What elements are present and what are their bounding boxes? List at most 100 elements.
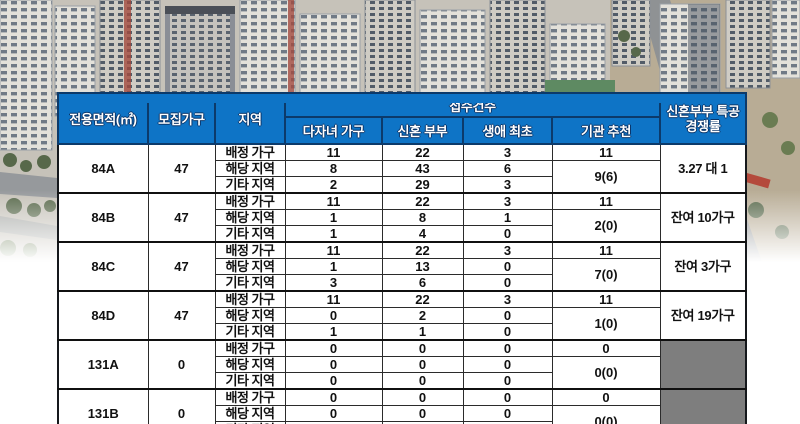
- count-cell: 1: [284, 209, 383, 226]
- count-cell: 0: [381, 339, 464, 357]
- col-header-result: 신혼부부 특공 경쟁률: [659, 92, 748, 145]
- subscription-results-table: 전용면적(㎡) 모집가구 지역 접수건수 신혼부부 특공 경쟁률 다자녀 가구 …: [57, 92, 748, 424]
- subcol-header-newlywed: 신혼 부부: [381, 116, 464, 145]
- result-cell-empty: [659, 339, 747, 390]
- count-cell: 0: [551, 388, 661, 406]
- result-cell: 잔여 3가구: [659, 241, 747, 292]
- count-cell: 0: [462, 274, 553, 292]
- count-cell: 0: [551, 339, 661, 357]
- count-cell: 0: [381, 388, 464, 406]
- count-cell: 8: [381, 209, 464, 226]
- count-cell: 0: [462, 356, 553, 373]
- subcol-header-institution: 기관 추천: [550, 116, 662, 145]
- region-row-label: 해당 지역: [214, 160, 286, 177]
- region-row-label: 해당 지역: [214, 307, 286, 324]
- col-header-applications: 접수건수: [283, 92, 662, 118]
- count-cell: 3: [462, 241, 553, 259]
- count-cell: 0: [462, 307, 553, 324]
- count-cell: 6: [462, 160, 553, 177]
- count-cell: 0: [284, 307, 383, 324]
- units-cell: 47: [147, 192, 216, 243]
- units-cell: 47: [147, 241, 216, 292]
- col-header-result-line1: 신혼부부 특공: [666, 103, 740, 119]
- result-cell: 잔여 19가구: [659, 290, 747, 341]
- institution-merged-cell: 7(0): [551, 258, 661, 292]
- count-cell: 11: [284, 143, 383, 161]
- region-row-label: 배정 가구: [214, 339, 286, 357]
- region-row-label: 해당 지역: [214, 258, 286, 275]
- area-cell: 131B: [57, 388, 149, 424]
- institution-merged-cell: 9(6): [551, 160, 661, 194]
- region-row-label: 배정 가구: [214, 388, 286, 406]
- count-cell: 3: [284, 274, 383, 292]
- result-cell: 3.27 대 1: [659, 143, 747, 194]
- area-cell: 131A: [57, 339, 149, 390]
- count-cell: 1: [284, 258, 383, 275]
- count-cell: 3: [462, 192, 553, 210]
- region-row-label: 기타 지역: [214, 225, 286, 243]
- institution-merged-cell: 0(0): [551, 356, 661, 390]
- count-cell: 22: [381, 290, 464, 308]
- count-cell: 0: [462, 225, 553, 243]
- count-cell: 0: [284, 388, 383, 406]
- result-cell-empty: [659, 388, 747, 424]
- region-row-label: 기타 지역: [214, 372, 286, 390]
- institution-merged-cell: 0(0): [551, 405, 661, 424]
- count-cell: 3: [462, 176, 553, 194]
- col-header-result-line2: 경쟁률: [685, 118, 721, 134]
- count-cell: 11: [284, 241, 383, 259]
- count-cell: 0: [284, 372, 383, 390]
- count-cell: 0: [381, 356, 464, 373]
- count-cell: 11: [284, 192, 383, 210]
- count-cell: 0: [462, 258, 553, 275]
- subcol-header-first-time: 생애 최초: [462, 116, 553, 145]
- area-cell: 84A: [57, 143, 149, 194]
- count-cell: 3: [462, 290, 553, 308]
- count-cell: 11: [551, 143, 661, 161]
- units-cell: 0: [147, 388, 216, 424]
- count-cell: 29: [381, 176, 464, 194]
- col-header-area: 전용면적(㎡): [57, 92, 149, 145]
- count-cell: 22: [381, 192, 464, 210]
- count-cell: 0: [284, 405, 383, 422]
- count-cell: 2: [284, 176, 383, 194]
- units-cell: 47: [147, 290, 216, 341]
- count-cell: 4: [381, 225, 464, 243]
- count-cell: 6: [381, 274, 464, 292]
- region-row-label: 해당 지역: [214, 356, 286, 373]
- region-row-label: 배정 가구: [214, 290, 286, 308]
- institution-merged-cell: 2(0): [551, 209, 661, 243]
- region-row-label: 배정 가구: [214, 143, 286, 161]
- count-cell: 22: [381, 241, 464, 259]
- count-cell: 43: [381, 160, 464, 177]
- subcol-header-multi-child: 다자녀 가구: [284, 116, 383, 145]
- count-cell: 0: [462, 405, 553, 422]
- count-cell: 0: [462, 421, 553, 424]
- institution-merged-cell: 1(0): [551, 307, 661, 341]
- count-cell: 1: [284, 323, 383, 341]
- units-cell: 47: [147, 143, 216, 194]
- count-cell: 11: [284, 290, 383, 308]
- count-cell: 11: [551, 241, 661, 259]
- count-cell: 0: [462, 323, 553, 341]
- region-row-label: 기타 지역: [214, 176, 286, 194]
- col-header-region: 지역: [214, 92, 286, 145]
- region-row-label: 배정 가구: [214, 241, 286, 259]
- col-header-units: 모집가구: [147, 92, 216, 145]
- region-row-label: 해당 지역: [214, 405, 286, 422]
- count-cell: 1: [381, 323, 464, 341]
- region-row-label: 기타 지역: [214, 274, 286, 292]
- count-cell: 0: [462, 372, 553, 390]
- count-cell: 0: [284, 356, 383, 373]
- region-row-label: 기타 지역: [214, 323, 286, 341]
- count-cell: 0: [462, 388, 553, 406]
- count-cell: 0: [462, 339, 553, 357]
- count-cell: 1: [462, 209, 553, 226]
- count-cell: 0: [284, 339, 383, 357]
- count-cell: 22: [381, 143, 464, 161]
- count-cell: 0: [381, 405, 464, 422]
- count-cell: 1: [284, 225, 383, 243]
- count-cell: 11: [551, 290, 661, 308]
- count-cell: 13: [381, 258, 464, 275]
